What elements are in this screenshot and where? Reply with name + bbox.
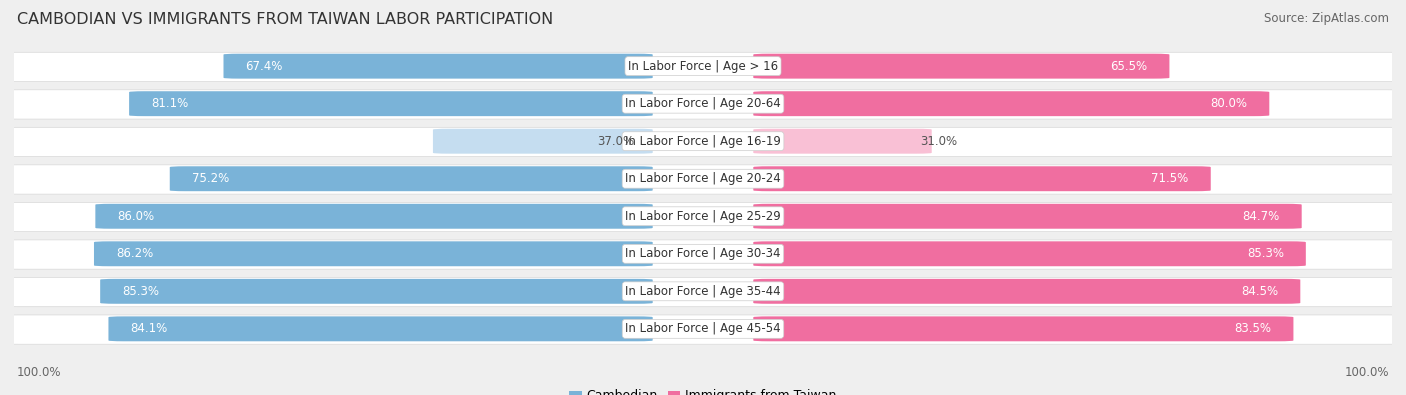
- Text: 84.1%: 84.1%: [131, 322, 167, 335]
- Text: In Labor Force | Age 20-64: In Labor Force | Age 20-64: [626, 97, 780, 110]
- Text: In Labor Force | Age 35-44: In Labor Force | Age 35-44: [626, 285, 780, 298]
- FancyBboxPatch shape: [0, 202, 1406, 231]
- FancyBboxPatch shape: [0, 277, 1406, 307]
- Text: 67.4%: 67.4%: [246, 60, 283, 73]
- Text: 75.2%: 75.2%: [191, 172, 229, 185]
- Text: 81.1%: 81.1%: [152, 97, 188, 110]
- FancyBboxPatch shape: [129, 91, 652, 116]
- Text: 100.0%: 100.0%: [1344, 366, 1389, 379]
- FancyBboxPatch shape: [94, 241, 652, 266]
- Legend: Cambodian, Immigrants from Taiwan: Cambodian, Immigrants from Taiwan: [564, 384, 842, 395]
- FancyBboxPatch shape: [754, 204, 1302, 229]
- Text: 80.0%: 80.0%: [1211, 97, 1247, 110]
- FancyBboxPatch shape: [754, 91, 1270, 116]
- FancyBboxPatch shape: [754, 166, 1211, 191]
- Text: In Labor Force | Age 45-54: In Labor Force | Age 45-54: [626, 322, 780, 335]
- FancyBboxPatch shape: [754, 316, 1294, 341]
- FancyBboxPatch shape: [754, 241, 1306, 266]
- FancyBboxPatch shape: [0, 240, 1406, 269]
- Text: In Labor Force | Age 16-19: In Labor Force | Age 16-19: [626, 135, 780, 148]
- Text: In Labor Force | Age 20-24: In Labor Force | Age 20-24: [626, 172, 780, 185]
- FancyBboxPatch shape: [0, 165, 1406, 194]
- Text: 100.0%: 100.0%: [17, 366, 62, 379]
- FancyBboxPatch shape: [108, 316, 652, 341]
- Text: 37.0%: 37.0%: [598, 135, 634, 148]
- FancyBboxPatch shape: [0, 127, 1406, 156]
- Text: Source: ZipAtlas.com: Source: ZipAtlas.com: [1264, 12, 1389, 25]
- Text: 65.5%: 65.5%: [1111, 60, 1147, 73]
- FancyBboxPatch shape: [433, 129, 652, 154]
- Text: In Labor Force | Age 25-29: In Labor Force | Age 25-29: [626, 210, 780, 223]
- Text: 71.5%: 71.5%: [1152, 172, 1188, 185]
- FancyBboxPatch shape: [100, 279, 652, 304]
- FancyBboxPatch shape: [224, 54, 652, 79]
- Text: CAMBODIAN VS IMMIGRANTS FROM TAIWAN LABOR PARTICIPATION: CAMBODIAN VS IMMIGRANTS FROM TAIWAN LABO…: [17, 12, 553, 27]
- FancyBboxPatch shape: [96, 204, 652, 229]
- Text: 31.0%: 31.0%: [920, 135, 957, 148]
- Text: 84.7%: 84.7%: [1243, 210, 1279, 223]
- Text: In Labor Force | Age > 16: In Labor Force | Age > 16: [628, 60, 778, 73]
- FancyBboxPatch shape: [170, 166, 652, 191]
- Text: 83.5%: 83.5%: [1234, 322, 1271, 335]
- Text: 85.3%: 85.3%: [122, 285, 159, 298]
- FancyBboxPatch shape: [0, 315, 1406, 344]
- FancyBboxPatch shape: [754, 129, 932, 154]
- FancyBboxPatch shape: [754, 54, 1170, 79]
- FancyBboxPatch shape: [0, 52, 1406, 81]
- FancyBboxPatch shape: [754, 279, 1301, 304]
- FancyBboxPatch shape: [0, 90, 1406, 119]
- Text: 86.0%: 86.0%: [118, 210, 155, 223]
- Text: 85.3%: 85.3%: [1247, 247, 1284, 260]
- Text: In Labor Force | Age 30-34: In Labor Force | Age 30-34: [626, 247, 780, 260]
- Text: 86.2%: 86.2%: [117, 247, 153, 260]
- Text: 84.5%: 84.5%: [1241, 285, 1278, 298]
